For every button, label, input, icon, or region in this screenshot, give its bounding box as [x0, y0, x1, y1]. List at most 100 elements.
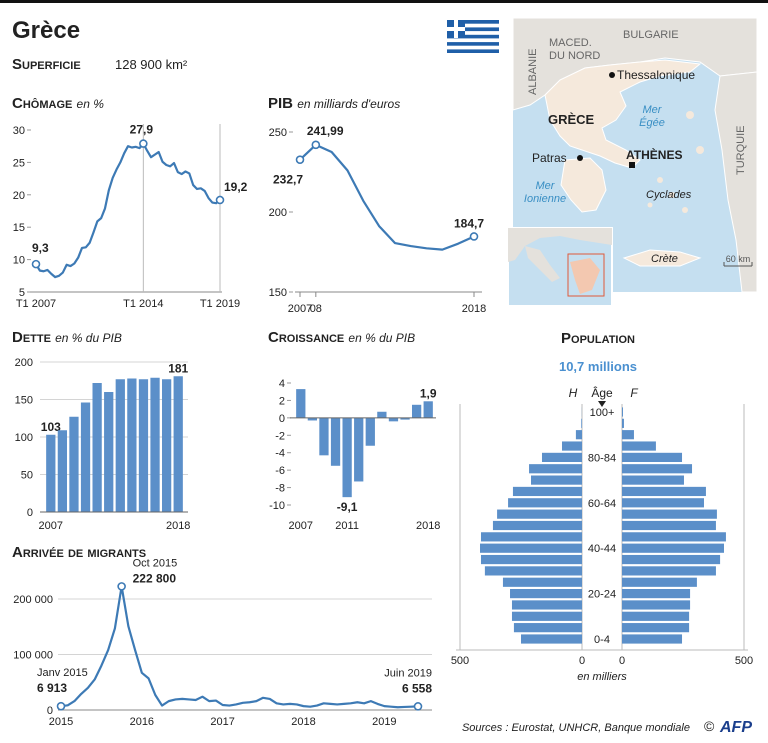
- bar-male: [512, 486, 582, 497]
- chart-title: Chômage en %: [12, 95, 104, 112]
- map-label: Patras: [532, 151, 567, 165]
- y-tick-label: 25: [13, 157, 25, 169]
- value-label: 184,7: [454, 216, 484, 230]
- map-label: Crète: [651, 253, 678, 265]
- chart-subtitle: en % du PIB: [348, 331, 415, 345]
- y-tick-label: 15: [13, 222, 25, 234]
- x-tick-label: 2015: [49, 716, 73, 728]
- y-tick-label: -2: [275, 430, 285, 442]
- value-label: 9,3: [32, 241, 49, 255]
- bar-male: [480, 532, 582, 542]
- x-tick-label: 500: [735, 655, 753, 667]
- y-tick-label: 30: [13, 125, 25, 137]
- area-label: Superficie: [12, 56, 81, 73]
- bar-female: [622, 418, 624, 428]
- chart-subtitle: 10,7 millions: [559, 359, 637, 374]
- bar-male: [511, 611, 582, 621]
- value-label: 232,7: [273, 173, 303, 187]
- y-tick-label: 2: [279, 395, 285, 407]
- bar-male: [541, 452, 582, 462]
- y-tick-label: 200: [15, 357, 33, 369]
- value-label: 6 558: [402, 681, 432, 695]
- bar: [150, 377, 160, 512]
- chart-title-text: PIB: [268, 95, 293, 112]
- y-tick-label: 0: [27, 507, 33, 519]
- map-label: TURQUIE: [735, 126, 747, 176]
- x-tick-label: 2018: [291, 716, 315, 728]
- age-label: 60-64: [588, 498, 616, 510]
- bar-female: [622, 566, 716, 576]
- point-marker: [469, 232, 479, 241]
- flag: [447, 20, 499, 53]
- chart-title: Population: [561, 330, 635, 347]
- map-label: DU NORD: [549, 50, 600, 62]
- bar-male: [480, 554, 582, 565]
- chart-title: Croissance en % du PIB: [268, 329, 415, 346]
- bar: [69, 416, 79, 512]
- age-label: 100+: [590, 407, 615, 419]
- map-label: Égée: [639, 116, 665, 129]
- y-tick-label: -8: [275, 483, 285, 495]
- x-tick-label: 2019: [372, 716, 396, 728]
- point-marker: [311, 140, 321, 150]
- bar: [46, 434, 56, 512]
- bar-female: [622, 543, 724, 553]
- map-label: ATHÈNES: [626, 147, 682, 162]
- bar: [127, 378, 137, 512]
- point-marker: [295, 155, 305, 164]
- y-tick-label: 0: [279, 413, 285, 425]
- bar: [377, 411, 387, 418]
- y-tick-label: -10: [269, 500, 285, 512]
- credit-symbol: ©: [704, 718, 715, 734]
- line: [299, 143, 475, 251]
- bar-female: [622, 634, 683, 644]
- y-tick-label: 200 000: [13, 594, 53, 606]
- point-label: Janv 2015: [37, 667, 88, 679]
- bar-male: [529, 464, 582, 474]
- value-label: 19,2: [224, 180, 248, 194]
- y-tick-label: 100: [15, 432, 33, 444]
- x-tick-label: 08: [310, 303, 322, 315]
- bar-male: [531, 475, 582, 485]
- age-label: 20-24: [588, 589, 616, 601]
- bar: [296, 389, 306, 418]
- chart-title-text: Population: [561, 330, 635, 347]
- map-label: MACED.: [549, 37, 592, 49]
- bar-male: [521, 634, 582, 644]
- x-tick-label: 2007: [39, 520, 63, 532]
- bar: [307, 417, 318, 421]
- bar: [342, 417, 352, 498]
- y-tick-label: 5: [19, 287, 25, 299]
- point-marker: [413, 702, 423, 711]
- bar-female: [622, 589, 691, 599]
- bar-female: [622, 532, 726, 542]
- bar-male: [513, 623, 582, 633]
- age-label: 40-44: [588, 543, 616, 555]
- map: MACED. DU NORD BULGARIE ALBANIE TURQUIE …: [507, 17, 758, 307]
- value-label: 241,99: [307, 124, 344, 138]
- y-tick-label: -6: [275, 465, 285, 477]
- point-marker: [117, 582, 126, 591]
- chart-subtitle: en % du PIB: [55, 331, 122, 345]
- bar-female: [622, 430, 634, 440]
- bar-male: [561, 441, 582, 451]
- bar-male: [581, 418, 582, 428]
- map-label: ALBANIE: [527, 49, 539, 95]
- bar-male: [575, 430, 582, 440]
- map-label: Thessalonique: [617, 68, 695, 82]
- axis-label: Âge: [591, 385, 613, 400]
- line: [35, 142, 221, 279]
- point-marker: [56, 701, 66, 711]
- bar: [423, 401, 433, 418]
- series-name: H: [569, 386, 578, 400]
- value-label: 27,9: [130, 123, 154, 137]
- value-label: 1,9: [420, 386, 437, 400]
- bar-male: [511, 600, 582, 610]
- bar: [92, 383, 102, 512]
- bar-female: [622, 520, 716, 531]
- age-arrow: [598, 401, 606, 407]
- bar-female: [622, 600, 691, 610]
- bar: [365, 417, 375, 446]
- point-label: Juin 2019: [384, 667, 432, 679]
